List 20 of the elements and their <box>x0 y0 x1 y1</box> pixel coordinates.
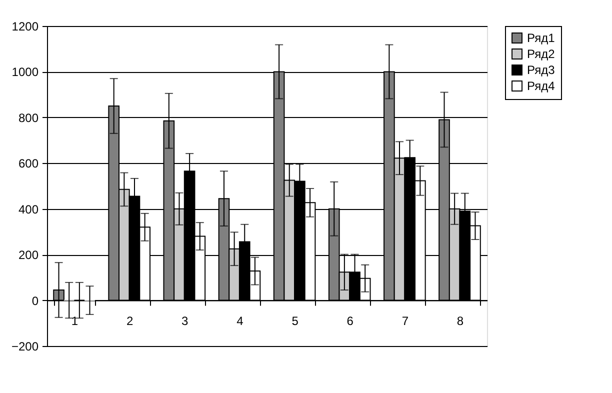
y-tick-label: 200 <box>18 248 39 262</box>
x-tick-label: 5 <box>292 314 299 328</box>
y-tick-label: 1200 <box>12 20 39 34</box>
x-tick-label: 6 <box>346 314 354 328</box>
y-tick-label: 800 <box>18 110 39 125</box>
y-tick-label: 400 <box>18 202 39 216</box>
legend-label: Ряд3 <box>527 63 556 77</box>
legend-label: Ряд2 <box>527 47 556 61</box>
y-tick-label: 0 <box>32 294 39 308</box>
x-tick-label: 7 <box>402 314 409 328</box>
x-tick-label: 2 <box>126 314 134 328</box>
legend-label: Ряд4 <box>527 79 556 93</box>
legend-label: Ряд1 <box>527 31 556 45</box>
x-tick-label: 4 <box>236 314 244 328</box>
x-tick-label: 1 <box>71 314 78 328</box>
y-tick-label: 1000 <box>12 65 39 80</box>
y-tick-label: −200 <box>11 340 39 354</box>
x-tick-label: 3 <box>182 314 189 328</box>
x-tick-label: 8 <box>456 314 464 328</box>
y-tick-label: 600 <box>18 156 39 171</box>
